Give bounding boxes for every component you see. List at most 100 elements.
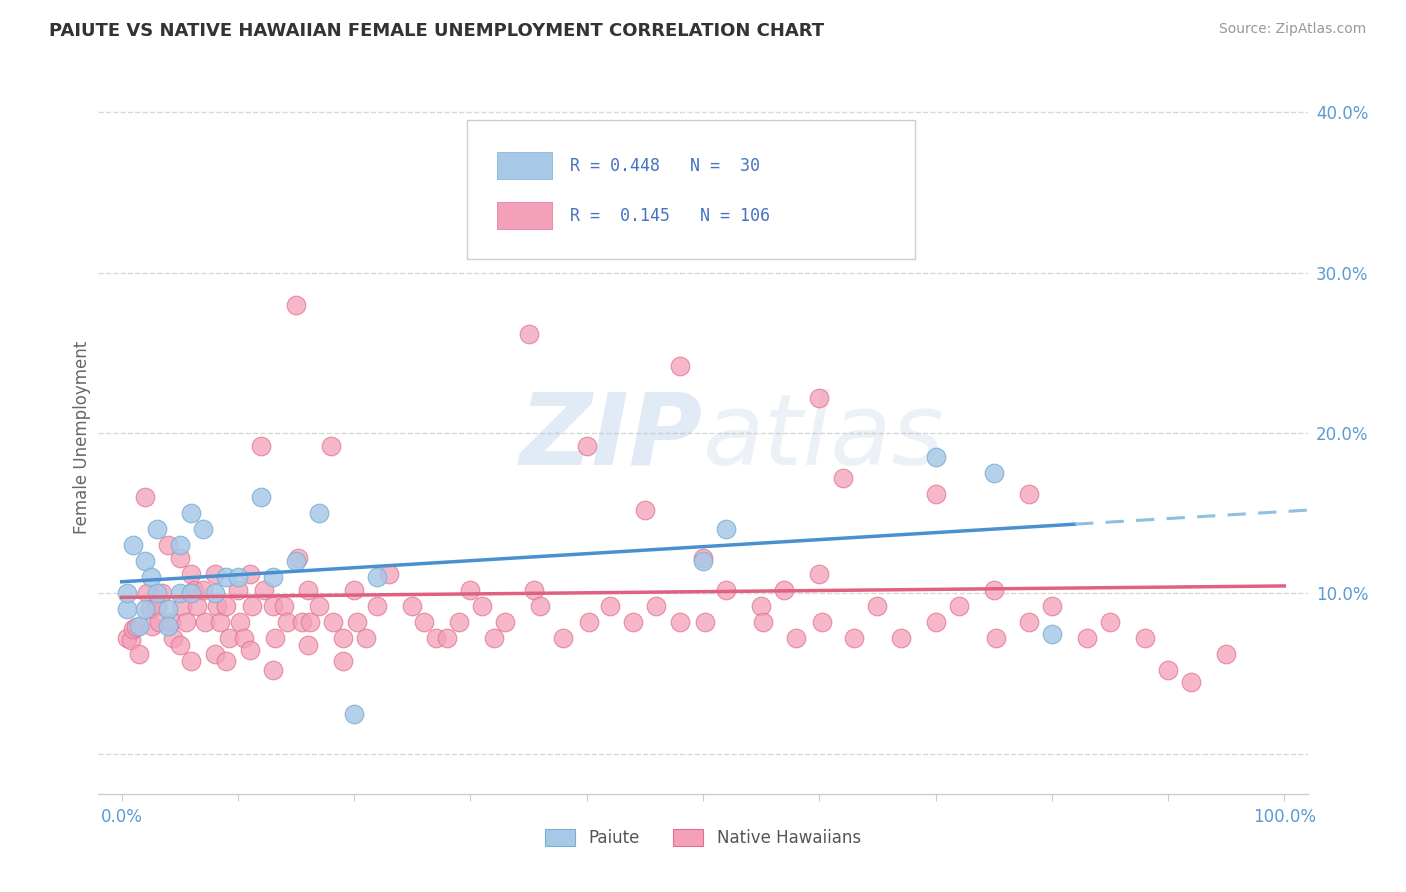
Point: [1157, 664, 1180, 678]
Point: [924, 487, 946, 501]
Point: [343, 583, 366, 598]
Point: [308, 506, 330, 520]
Point: [716, 522, 738, 536]
Point: [229, 615, 252, 630]
Point: [252, 583, 274, 598]
Point: [262, 664, 284, 678]
Point: [332, 654, 354, 668]
Point: [191, 522, 214, 536]
Point: [276, 615, 298, 630]
Point: [1018, 487, 1040, 501]
Text: PAIUTE VS NATIVE HAWAIIAN FEMALE UNEMPLOYMENT CORRELATION CHART: PAIUTE VS NATIVE HAWAIIAN FEMALE UNEMPLO…: [49, 22, 824, 40]
Point: [984, 632, 1007, 646]
Point: [124, 620, 146, 634]
Point: [553, 632, 575, 646]
Point: [117, 586, 139, 600]
Point: [319, 439, 342, 453]
Point: [983, 583, 1005, 598]
Point: [204, 567, 226, 582]
Point: [264, 632, 287, 646]
Point: [169, 538, 191, 552]
Point: [575, 439, 598, 453]
Point: [599, 599, 621, 614]
Point: [810, 615, 832, 630]
Point: [436, 632, 458, 646]
Point: [460, 583, 482, 598]
Point: [250, 490, 273, 504]
Point: [1040, 626, 1063, 640]
Point: [136, 586, 159, 600]
Point: [752, 615, 775, 630]
Point: [634, 503, 657, 517]
Bar: [498, 153, 551, 179]
Point: [1098, 615, 1121, 630]
Point: [159, 615, 181, 630]
Text: R =  0.145   N = 106: R = 0.145 N = 106: [569, 207, 770, 225]
Point: [948, 599, 970, 614]
Point: [1076, 632, 1098, 646]
Point: [378, 567, 401, 582]
Point: [517, 214, 540, 228]
Point: [285, 298, 308, 312]
Point: [1018, 615, 1040, 630]
Point: [262, 599, 284, 614]
Point: [413, 615, 436, 630]
Point: [529, 599, 551, 614]
Point: [134, 490, 156, 504]
Point: [517, 326, 540, 341]
Point: [148, 615, 170, 630]
Point: [692, 554, 714, 568]
Point: [471, 599, 494, 614]
Y-axis label: Female Unemployment: Female Unemployment: [73, 341, 91, 533]
Point: [128, 618, 150, 632]
Point: [749, 599, 772, 614]
Point: [172, 599, 194, 614]
Point: [287, 551, 309, 566]
Point: [215, 654, 238, 668]
Point: [346, 615, 368, 630]
Point: [180, 586, 202, 600]
Point: [209, 615, 232, 630]
Point: [204, 648, 226, 662]
Point: [308, 599, 330, 614]
Point: [343, 706, 366, 721]
Point: [191, 583, 214, 598]
Point: [523, 583, 546, 598]
Point: [831, 471, 853, 485]
Point: [150, 586, 173, 600]
Point: [808, 391, 831, 405]
Point: [145, 586, 167, 600]
Point: [482, 632, 505, 646]
Text: atlas: atlas: [703, 389, 945, 485]
Point: [232, 632, 254, 646]
Point: [157, 618, 180, 632]
Point: [128, 648, 150, 662]
Point: [366, 570, 388, 584]
Point: [239, 567, 262, 582]
Point: [273, 599, 295, 614]
Point: [169, 551, 191, 566]
Point: [169, 586, 191, 600]
Point: [354, 632, 377, 646]
Point: [180, 506, 202, 520]
Point: [808, 567, 831, 582]
Point: [145, 522, 167, 536]
Point: [621, 615, 644, 630]
Point: [120, 632, 142, 647]
Text: R = 0.448   N =  30: R = 0.448 N = 30: [569, 157, 761, 175]
Point: [1215, 648, 1237, 662]
Point: [169, 638, 191, 652]
Point: [157, 538, 180, 552]
Point: [924, 450, 946, 464]
Point: [250, 439, 273, 453]
Point: [139, 570, 162, 584]
Point: [401, 599, 423, 614]
Point: [226, 583, 249, 598]
Bar: [498, 202, 551, 229]
Point: [186, 599, 208, 614]
Point: [138, 602, 160, 616]
Point: [299, 615, 322, 630]
Point: [183, 583, 205, 598]
Point: [773, 583, 796, 598]
Point: [134, 602, 156, 616]
